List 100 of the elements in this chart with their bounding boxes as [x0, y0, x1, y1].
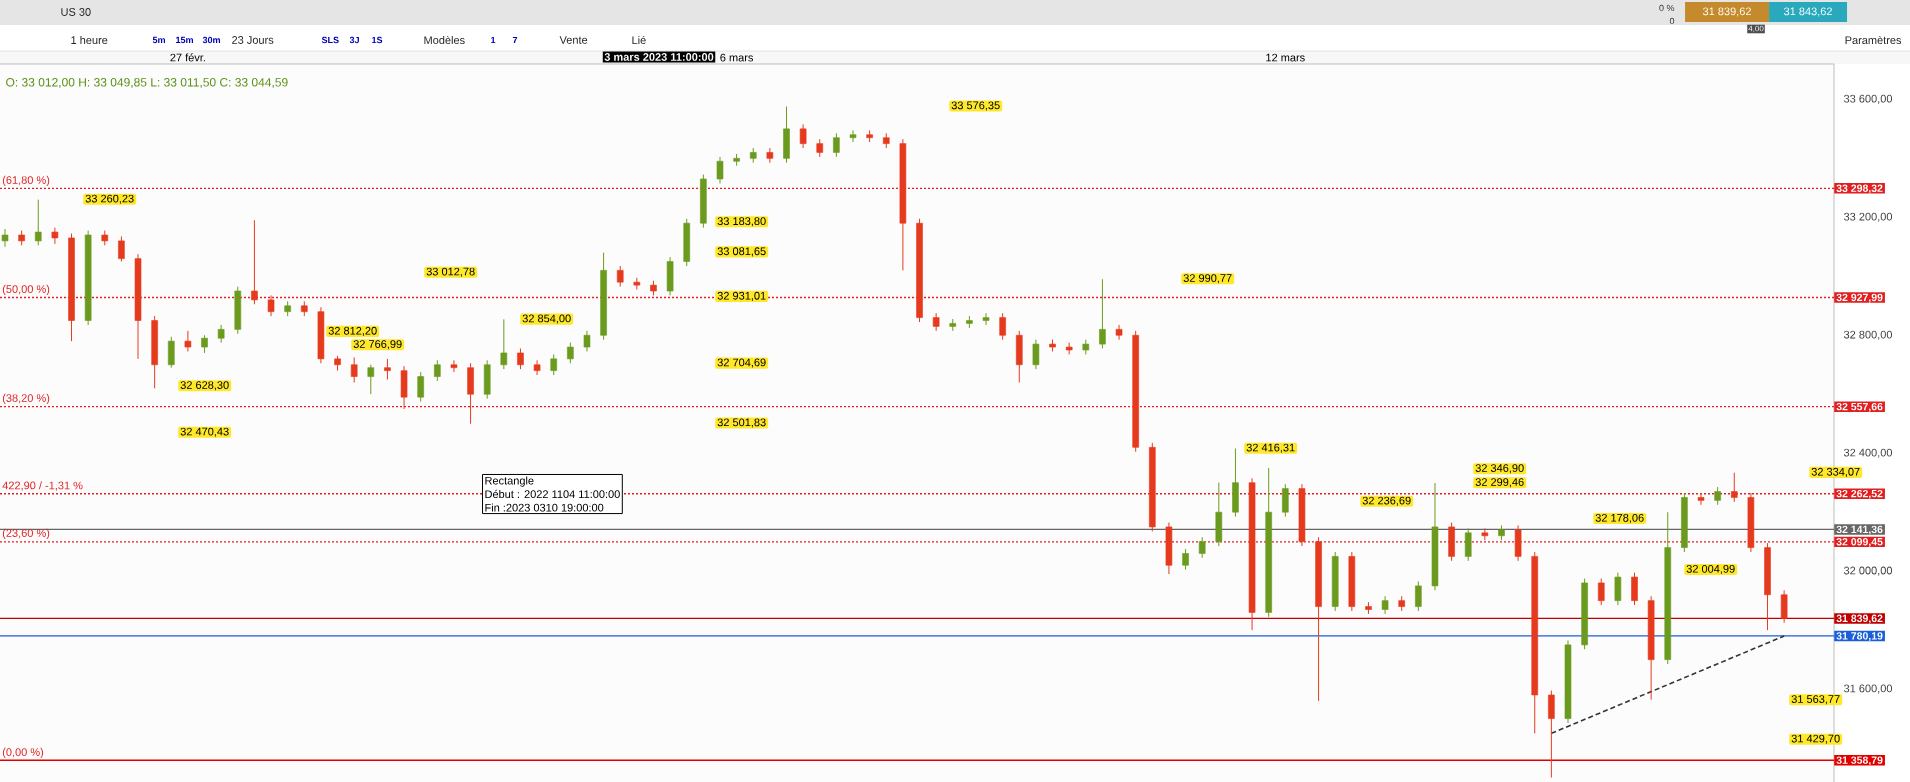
text: 30m — [202, 36, 220, 44]
candlestick — [716, 156, 724, 184]
text: Vente — [559, 36, 588, 44]
text: 1S — [372, 36, 383, 44]
annotation: (38,20 %) — [2, 393, 50, 405]
annotation: 32 236,69 — [1362, 496, 1411, 506]
candlestick — [1032, 339, 1040, 370]
x-tick-label: 27 févr. — [170, 53, 205, 62]
candlestick — [1597, 578, 1605, 606]
text: 7 — [512, 36, 518, 44]
annotation: O: 33 012,00 H: 33 049,85 L: 33 011,50 C: 33 044,59 — [6, 78, 288, 88]
candlestick — [184, 330, 192, 352]
text: 31 839,62 — [1702, 7, 1751, 17]
annotation: 32 470,43 — [180, 427, 229, 437]
candlestick — [1415, 580, 1422, 612]
candlestick — [1780, 589, 1788, 624]
y-tick-label: 32 400,00 — [1843, 448, 1893, 458]
candlestick — [34, 199, 42, 246]
annotation: 33 260,23 — [85, 194, 134, 204]
candlestick — [799, 123, 807, 149]
annotation: 32 704,69 — [717, 358, 766, 368]
candlestick — [849, 129, 857, 143]
annotation: 422,90 / -1,31 % — [2, 481, 83, 491]
candlestick — [450, 359, 458, 373]
text: 15m — [176, 36, 193, 44]
text: 31 843,62 — [1783, 7, 1832, 17]
y-tick-label: 31 600,00 — [1843, 684, 1893, 694]
candlestick — [1730, 472, 1738, 503]
candlestick — [567, 342, 574, 364]
candlestick — [118, 235, 125, 263]
text: 32 334,07 — [1811, 467, 1860, 477]
annotation: 33 012,78 — [426, 267, 475, 277]
candlestick — [766, 147, 774, 164]
text: 3 mars 2023 11:00:00 — [604, 53, 714, 61]
candlestick — [1481, 527, 1489, 541]
annotation: 33 576,35 — [951, 101, 1000, 111]
x-tick-label: 12 mars — [1266, 53, 1305, 62]
annotation: 32 346,90 — [1475, 464, 1524, 474]
candlestick — [1, 228, 9, 248]
text: 3J — [349, 36, 359, 44]
candlestick — [833, 132, 840, 158]
x-tick-label: 6 mars — [720, 53, 754, 62]
candlestick — [167, 336, 175, 369]
y-tick-label: 32 800,00 — [1843, 330, 1893, 340]
candlestick — [982, 312, 990, 326]
text: 5m — [152, 36, 165, 44]
y2-tick-label: 32 099,45 — [1836, 538, 1883, 547]
annotation: 32 004,99 — [1686, 564, 1735, 575]
candlestick — [1548, 690, 1555, 779]
candlestick — [1099, 278, 1106, 350]
annotation: 32 931,01 — [717, 291, 766, 301]
text: 1 heure — [71, 35, 108, 45]
candlestick — [533, 359, 541, 376]
y2-tick-label: 31 780,19 — [1836, 632, 1883, 642]
candlestick — [417, 371, 424, 403]
text: Paramètres — [1845, 35, 1902, 45]
text: SLS — [321, 36, 339, 44]
text: 0 % — [1659, 4, 1675, 12]
annotation: 32 854,00 — [522, 314, 571, 324]
annotation: (23,60 %) — [2, 528, 50, 540]
text: 4,00 — [1748, 25, 1764, 33]
annotation: 32 416,31 — [1246, 443, 1295, 453]
candlestick — [550, 353, 557, 376]
candlestick — [1631, 572, 1638, 606]
annotation: 32 990,77 — [1183, 274, 1232, 284]
annotation: Fin :2023 0310 19:00:00 — [485, 503, 604, 512]
y2-tick-label: 32 557,66 — [1836, 402, 1883, 412]
annotation: (0,00 %) — [2, 747, 44, 759]
annotation: 31 429,70 — [1791, 734, 1840, 744]
text: US 30 — [61, 8, 91, 16]
candlestick — [384, 358, 391, 380]
y2-tick-label: 32 262,52 — [1836, 489, 1883, 499]
annotation: 33 081,65 — [717, 247, 766, 257]
candlestick — [267, 294, 275, 317]
candlestick — [367, 364, 375, 395]
candlestick — [517, 348, 524, 370]
annotation: Début : 2022 1104 11:00:00 — [485, 489, 620, 499]
candlestick — [350, 356, 358, 383]
text: 23 Jours — [232, 36, 274, 44]
text: Modèles — [424, 35, 465, 45]
y-tick-label: 32 000,00 — [1843, 566, 1893, 576]
text: 0 — [1669, 17, 1675, 25]
candlestick — [616, 265, 624, 288]
candlestick — [500, 318, 508, 370]
annotation: 32 501,83 — [717, 418, 766, 428]
candlestick — [1198, 536, 1206, 559]
candlestick — [999, 312, 1006, 341]
annotation: (50,00 %) — [2, 284, 50, 296]
text: Lié — [632, 35, 646, 45]
candlestick — [51, 227, 59, 245]
candlestick — [1182, 548, 1189, 571]
annotation: (61,80 %) — [2, 175, 50, 187]
y2-tick-label: 33 298,32 — [1836, 184, 1883, 194]
y2-tick-label: 31 358,79 — [1836, 756, 1883, 766]
annotation: 32 812,20 — [328, 326, 377, 336]
candlestick — [1614, 572, 1622, 606]
y2-tick-label: 32 927,99 — [1836, 293, 1883, 303]
annotation: 32 178,06 — [1595, 513, 1644, 524]
y2-tick-label: 32 141,36 — [1836, 525, 1883, 535]
y-tick-label: 33 200,00 — [1843, 212, 1893, 222]
